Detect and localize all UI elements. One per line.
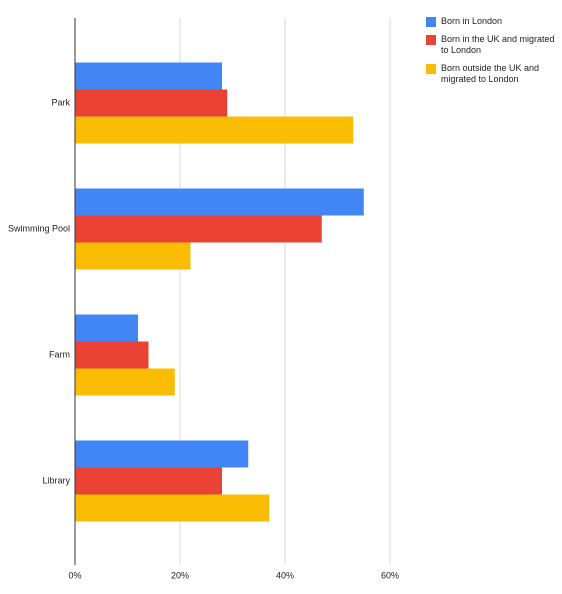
y-tick-label: Library	[42, 475, 70, 485]
x-tick-label: 20%	[171, 570, 189, 580]
legend-label: Born outside the UK and migrated to Lond…	[441, 63, 540, 84]
bar	[75, 368, 175, 396]
legend-swatch	[426, 35, 436, 45]
bar	[75, 116, 354, 144]
x-tick-label: 0%	[68, 570, 81, 580]
x-tick-label: 60%	[381, 570, 399, 580]
y-tick-label: Park	[51, 97, 70, 107]
x-tick-label: 40%	[276, 570, 294, 580]
bar	[75, 242, 191, 270]
bar	[75, 215, 322, 243]
bar	[75, 341, 149, 369]
legend-label: Born in London	[441, 16, 503, 26]
bar	[75, 62, 222, 90]
legend-item: Born in the UK and migrated to London	[426, 34, 556, 56]
y-tick-label: Farm	[49, 349, 70, 359]
legend: Born in London Born in the UK and migrate…	[426, 16, 556, 92]
bar	[75, 494, 270, 522]
legend-swatch	[426, 64, 436, 74]
bar	[75, 314, 138, 342]
bar	[75, 467, 222, 495]
legend-label: Born in the UK and migrated to London	[441, 34, 555, 55]
y-tick-label: Swimming Pool	[8, 223, 70, 233]
legend-item: Born in London	[426, 16, 556, 27]
legend-swatch	[426, 17, 436, 27]
bar	[75, 440, 249, 468]
legend-item: Born outside the UK and migrated to Lond…	[426, 63, 556, 85]
bar	[75, 89, 228, 117]
bar	[75, 188, 364, 216]
